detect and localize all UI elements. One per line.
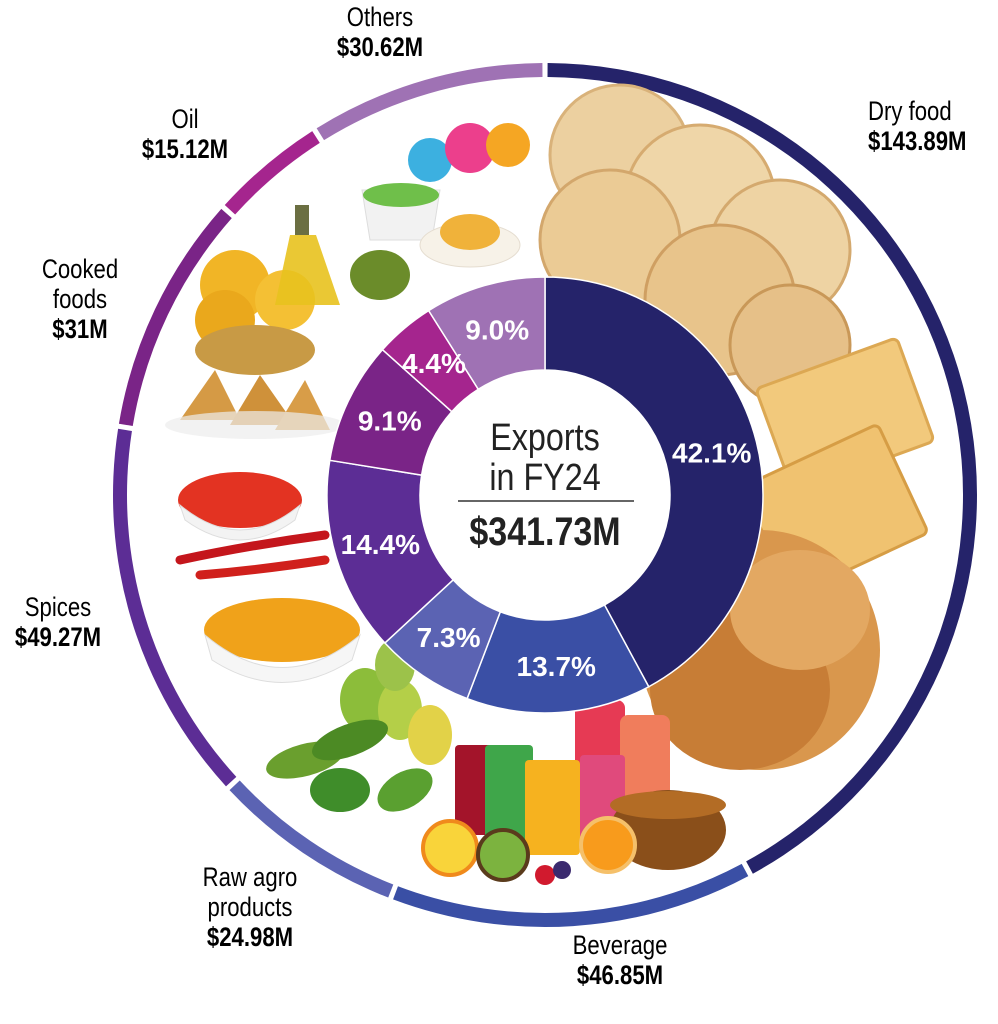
outer-arc-others xyxy=(316,63,543,141)
outer-arc-spices xyxy=(112,428,237,787)
center-total: $341.73M xyxy=(469,510,621,554)
samosa-and-fried-snacks-image xyxy=(165,250,345,439)
label-dry-food-name: Dry food xyxy=(868,96,952,126)
label-dry-food: Dry food $143.89M xyxy=(868,96,966,156)
percent-label-beverage: 13.7% xyxy=(517,651,596,682)
outer-arc-oil xyxy=(224,131,320,215)
label-raw-agro-value: $24.98M xyxy=(206,922,294,952)
outer-arc-cooked-foods xyxy=(118,208,232,427)
label-others: Others $30.62M xyxy=(314,2,445,62)
percent-label-dry-food: 42.1% xyxy=(672,437,751,468)
lollipops-and-pudding-image xyxy=(361,123,530,268)
percent-label-oil: 4.4% xyxy=(402,348,466,379)
center-title-line1: Exports xyxy=(490,417,600,459)
percent-label-raw-agro-products: 7.3% xyxy=(417,622,481,653)
label-cooked-foods-name-line2: foods xyxy=(52,284,108,314)
label-oil: Oil $15.12M xyxy=(119,104,250,164)
percent-label-spices: 14.4% xyxy=(341,529,420,560)
label-cooked-foods-name-line1: Cooked xyxy=(41,254,119,284)
center-title-line2: in FY24 xyxy=(489,457,601,499)
label-beverage: Beverage $46.85M xyxy=(538,930,702,990)
percent-label-others: 9.0% xyxy=(465,314,529,345)
label-spices-value: $49.27M xyxy=(14,622,102,652)
slice-others xyxy=(427,276,546,391)
outer-ring xyxy=(112,63,977,927)
label-oil-value: $15.12M xyxy=(141,134,229,164)
label-raw-agro-name-line1: Raw agro xyxy=(202,862,298,892)
label-raw-agro-name-line2: products xyxy=(207,892,293,922)
percent-labels: 42.1% 13.7% 7.3% 14.4% 9.1% 4.4%9.0% xyxy=(341,314,752,682)
label-dry-food-value: $143.89M xyxy=(868,126,967,156)
label-others-value: $30.62M xyxy=(336,32,424,62)
center-hole xyxy=(420,370,670,620)
chili-and-turmeric-powder-image xyxy=(175,472,361,683)
label-beverage-value: $46.85M xyxy=(576,960,664,990)
label-spices: Spices $49.27M xyxy=(0,592,124,652)
label-cooked-foods: Cooked foods $31M xyxy=(23,254,138,344)
label-cooked-foods-value: $31M xyxy=(52,314,108,344)
label-spices-name: Spices xyxy=(24,592,92,622)
inner-donut xyxy=(326,276,764,714)
juices-and-tea-image xyxy=(421,700,726,885)
label-oil-name: Oil xyxy=(171,104,199,134)
label-raw-agro: Raw agro products $24.98M xyxy=(176,862,324,952)
oil-bottle-image xyxy=(275,205,410,305)
outer-arc-beverage xyxy=(393,863,749,927)
percent-label-cooked-foods: 9.1% xyxy=(358,405,422,436)
vegetables-and-mangoes-image xyxy=(266,639,452,812)
food-image-area xyxy=(165,83,935,885)
label-beverage-name: Beverage xyxy=(572,930,668,960)
label-others-name: Others xyxy=(346,2,414,32)
outer-arc-raw-agro-products xyxy=(229,780,394,898)
